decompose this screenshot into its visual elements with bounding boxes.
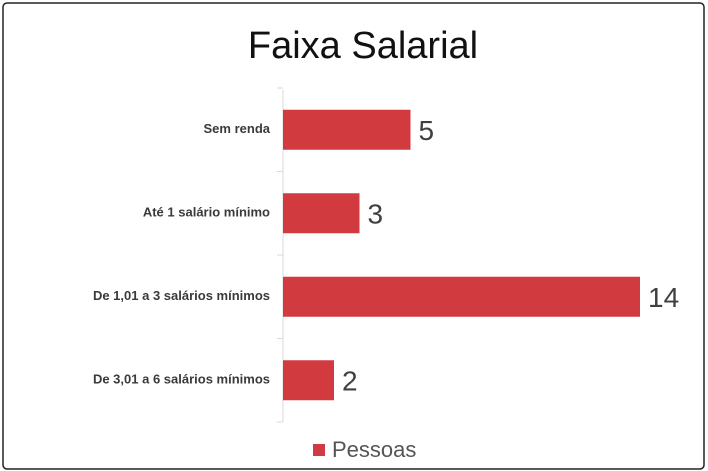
bar bbox=[283, 360, 334, 401]
data-label: 5 bbox=[419, 115, 435, 146]
y-tick-label: De 3,01 a 6 salários mínimos bbox=[93, 372, 270, 387]
y-tick-label: Sem renda bbox=[204, 121, 271, 136]
legend-swatch bbox=[313, 444, 325, 456]
legend-label: Pessoas bbox=[332, 437, 416, 462]
bar bbox=[283, 276, 640, 317]
chart-title: Faixa Salarial bbox=[248, 25, 478, 67]
bar bbox=[283, 109, 411, 150]
data-label: 3 bbox=[368, 199, 384, 230]
data-label: 2 bbox=[342, 366, 358, 397]
bar bbox=[283, 193, 360, 234]
data-label: 14 bbox=[648, 282, 679, 313]
y-tick-label: Até 1 salário mínimo bbox=[143, 205, 270, 220]
y-tick-label: De 1,01 a 3 salários mínimos bbox=[93, 288, 270, 303]
